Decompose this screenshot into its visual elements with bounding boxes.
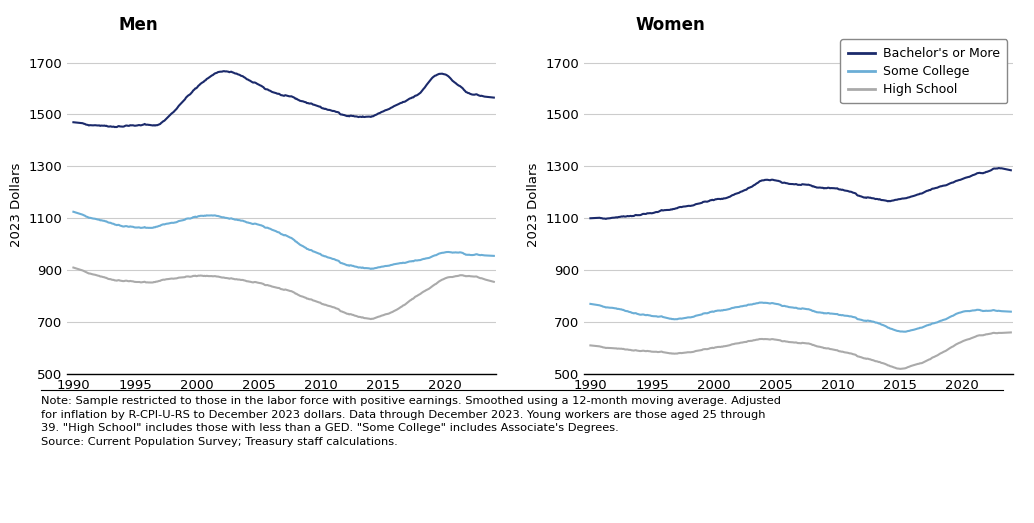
High School xyxy=(584,342,597,348)
High School xyxy=(894,366,907,372)
High School xyxy=(892,366,905,372)
Some College xyxy=(710,308,723,314)
Legend: Bachelor's or More, Some College, High School: Bachelor's or More, Some College, High S… xyxy=(840,40,1007,104)
Bachelor's or More xyxy=(711,196,724,202)
Bachelor's or More xyxy=(726,192,738,199)
Text: Note: Sample restricted to those in the labor force with positive earnings. Smoo: Note: Sample restricted to those in the … xyxy=(41,396,782,447)
Text: Women: Women xyxy=(636,16,705,33)
High School xyxy=(818,345,830,351)
Line: High School: High School xyxy=(590,333,1011,369)
High School xyxy=(710,344,723,350)
Line: Some College: Some College xyxy=(590,302,1011,332)
Some College xyxy=(900,328,912,335)
High School xyxy=(725,342,737,348)
Bachelor's or More xyxy=(584,215,597,221)
Some College xyxy=(893,328,906,334)
Bachelor's or More xyxy=(819,185,831,191)
Some College xyxy=(965,308,977,314)
Some College xyxy=(1005,309,1017,315)
Text: Men: Men xyxy=(119,16,158,33)
Line: Bachelor's or More: Bachelor's or More xyxy=(590,168,1011,219)
Some College xyxy=(819,310,831,316)
Bachelor's or More xyxy=(893,196,906,202)
Some College xyxy=(584,301,597,307)
Some College xyxy=(754,299,766,305)
Some College xyxy=(881,324,893,330)
High School xyxy=(964,336,976,342)
High School xyxy=(1005,329,1017,336)
Y-axis label: 2023 Dollars: 2023 Dollars xyxy=(10,163,23,247)
Bachelor's or More xyxy=(1005,167,1017,174)
Some College xyxy=(725,305,737,312)
Bachelor's or More xyxy=(993,165,1005,171)
High School xyxy=(880,361,892,367)
Bachelor's or More xyxy=(964,174,976,180)
Bachelor's or More xyxy=(881,198,893,204)
Y-axis label: 2023 Dollars: 2023 Dollars xyxy=(527,163,540,247)
Bachelor's or More xyxy=(600,216,612,222)
